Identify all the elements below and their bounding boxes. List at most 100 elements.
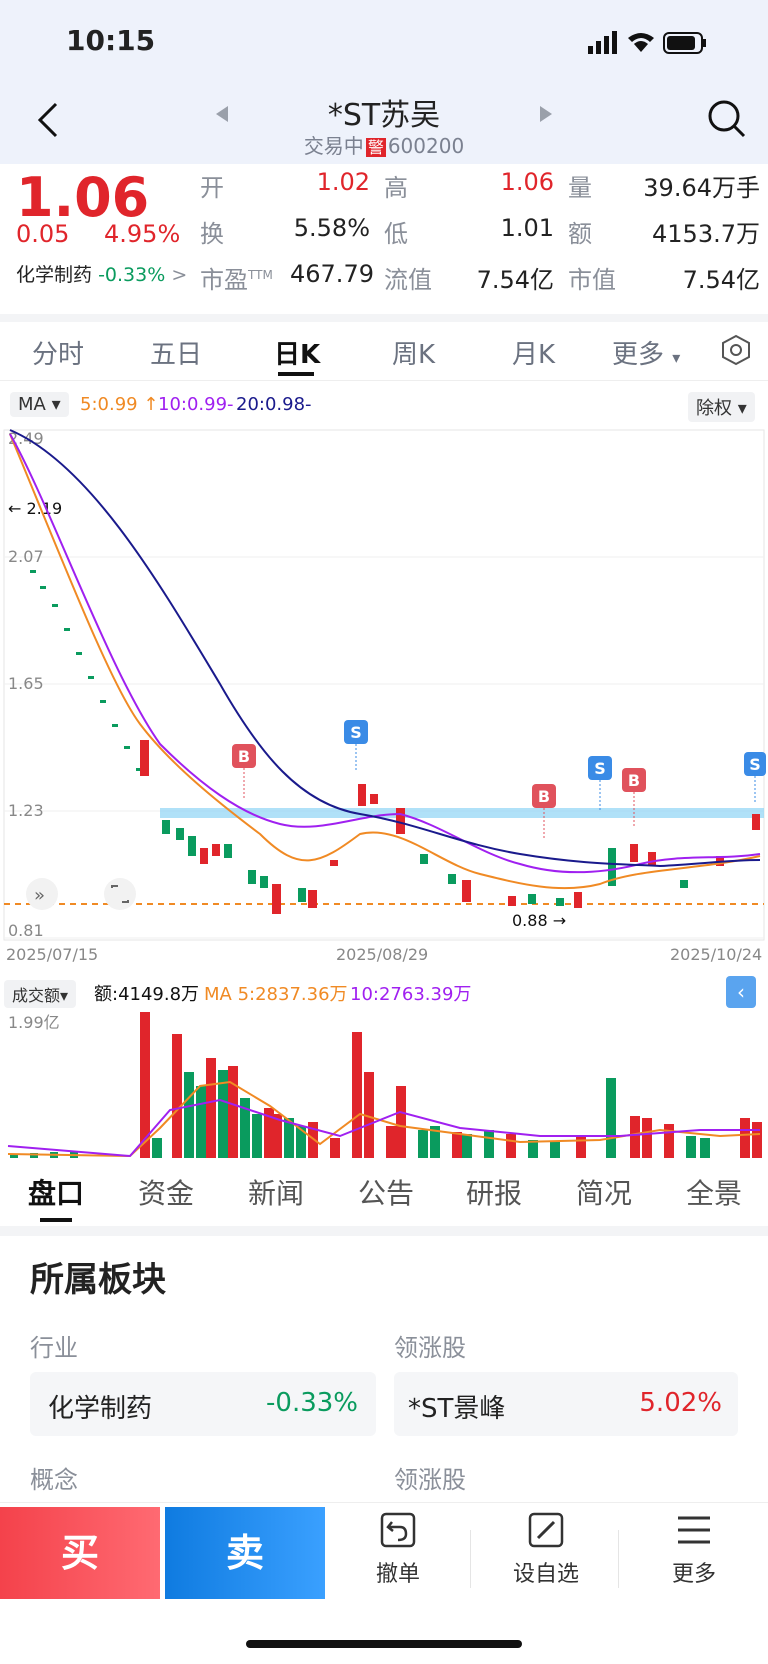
add-watchlist-button[interactable]: 设自选 [486, 1510, 606, 1588]
edit-icon [528, 1512, 564, 1548]
low-label: 低 [384, 220, 408, 248]
menu-icon [678, 1516, 710, 1544]
period-tabs: 分时 五日 日K 周K 月K 更多 ▾ [0, 320, 768, 381]
svg-text:B: B [628, 771, 640, 790]
tab-weekly-k[interactable]: 周K [392, 340, 436, 370]
search-icon[interactable] [706, 98, 746, 140]
tab-monthly-k[interactable]: 月K [512, 340, 556, 370]
svg-text:B: B [238, 747, 250, 766]
svg-text:»: » [34, 885, 45, 906]
float-value: 7.54亿 [476, 266, 554, 294]
tab-5day[interactable]: 五日 [150, 340, 203, 370]
amount-value: 4153.7万 [652, 220, 760, 248]
mcap-value: 7.54亿 [682, 266, 760, 294]
tab-intraday[interactable]: 分时 [32, 340, 85, 370]
tab-news[interactable]: 新闻 [248, 1177, 305, 1210]
tab-orderbook[interactable]: 盘口 [28, 1177, 85, 1210]
volume-ma5: MA 5:2837.36万 [204, 984, 348, 1005]
leader-label-2: 领涨股 [394, 1466, 466, 1494]
separator [470, 1530, 471, 1588]
tab-indicator [40, 1218, 72, 1222]
svg-text:S: S [594, 759, 606, 778]
svg-text:S: S [350, 723, 362, 742]
status-bar: 10:15 [0, 0, 768, 84]
y-tick: 0.81 [8, 921, 44, 940]
industry-name: 化学制药 [48, 1394, 153, 1424]
pe-value: 467.79 [290, 260, 374, 288]
separator [618, 1530, 619, 1588]
sector-link[interactable]: 化学制药 -0.33% > [16, 264, 188, 286]
volume-ma5-line [7, 1080, 761, 1158]
home-indicator [246, 1640, 522, 1648]
tab-more[interactable]: 更多 ▾ [612, 340, 681, 370]
sell-marker [344, 720, 368, 744]
high-label: 高 [384, 174, 408, 202]
collapse-icon[interactable]: ‹ [726, 976, 756, 1008]
x-tick: 2025/10/24 [670, 945, 762, 964]
tab-daily-k[interactable]: 日K [274, 340, 321, 370]
volume-ymax: 1.99亿 [8, 1013, 60, 1032]
price-change: 0.05 [16, 220, 70, 248]
next-stock-icon[interactable] [538, 104, 554, 124]
industry-label: 行业 [30, 1334, 78, 1362]
status-icons [588, 31, 706, 54]
ma20-value: 20:0.98- [236, 394, 312, 415]
stock-subtitle: 交易中警 600200 [0, 130, 768, 159]
ma5-line [9, 433, 761, 890]
turnover-value: 5.58% [293, 214, 370, 242]
trading-state: 交易中 [303, 134, 364, 158]
stock-header: *ST苏吴 交易中警 600200 [0, 84, 768, 164]
leader-name: *ST景峰 [408, 1394, 506, 1424]
amount-label: 额 [568, 220, 592, 248]
volume-selector[interactable]: 成交额▾ [4, 980, 77, 1008]
vol-label: 量 [568, 174, 592, 202]
buy-button[interactable]: 买 [0, 1507, 160, 1599]
x-tick: 2025/07/15 [6, 945, 98, 964]
expand-left-icon [26, 878, 58, 910]
tab-announcements[interactable]: 公告 [358, 1177, 415, 1210]
y-tick: 1.65 [8, 674, 44, 693]
tab-profile[interactable]: 简况 [576, 1177, 633, 1210]
x-tick: 2025/08/29 [336, 945, 428, 964]
warning-badge: 警 [365, 138, 386, 157]
adjust-selector[interactable]: 除权 ▾ [688, 392, 755, 422]
sell-marker [588, 756, 612, 780]
ma10-value: 10:0.99- [158, 394, 234, 415]
industry-card[interactable]: 化学制药 -0.33% [30, 1372, 376, 1436]
cancel-order-icon [380, 1512, 416, 1548]
volume-amount: 额:4149.8万 [94, 984, 200, 1005]
tab-panorama[interactable]: 全景 [686, 1177, 743, 1210]
tab-funds[interactable]: 资金 [138, 1177, 195, 1210]
cancel-order-button[interactable]: 撤单 [338, 1510, 458, 1588]
volume-ma10: 10:2763.39万 [350, 984, 472, 1005]
tab-indicator [278, 372, 314, 376]
volume-chart: 1.99亿 [7, 1012, 762, 1158]
price-band [160, 808, 764, 818]
fullscreen-icon [104, 878, 136, 910]
sell-button[interactable]: 卖 [165, 1507, 325, 1599]
float-label: 流值 [384, 266, 432, 294]
leader-card[interactable]: *ST景峰 5.02% [394, 1372, 738, 1436]
back-icon[interactable] [34, 100, 64, 140]
prev-stock-icon[interactable] [214, 104, 230, 124]
ma5-value: 5:0.99 ↑ [80, 394, 159, 415]
ma10-line [9, 433, 761, 874]
concept-label: 概念 [30, 1466, 78, 1494]
high-value: 1.06 [500, 168, 554, 196]
y-tick: 1.23 [8, 801, 44, 820]
mcap-label: 市值 [568, 266, 616, 294]
turnover-label: 换 [200, 220, 224, 248]
status-time: 10:15 [66, 24, 156, 57]
ma-selector[interactable]: MA ▾ [10, 392, 69, 417]
volume-ma10-line [7, 1098, 760, 1158]
tab-research[interactable]: 研报 [466, 1177, 523, 1210]
leader-label: 领涨股 [394, 1334, 466, 1362]
settings-icon[interactable] [720, 334, 752, 366]
more-button[interactable]: 更多 [634, 1510, 754, 1588]
kline-chart[interactable]: 2.49 2.07 1.65 1.23 0.81 2025/07/15 2025… [0, 424, 768, 974]
vol-value: 39.64万手 [643, 174, 760, 202]
leader-pct: 5.02% [639, 1388, 722, 1418]
ma20-line [9, 429, 761, 868]
last-price: 1.06 [16, 166, 150, 229]
industry-pct: -0.33% [266, 1388, 358, 1418]
